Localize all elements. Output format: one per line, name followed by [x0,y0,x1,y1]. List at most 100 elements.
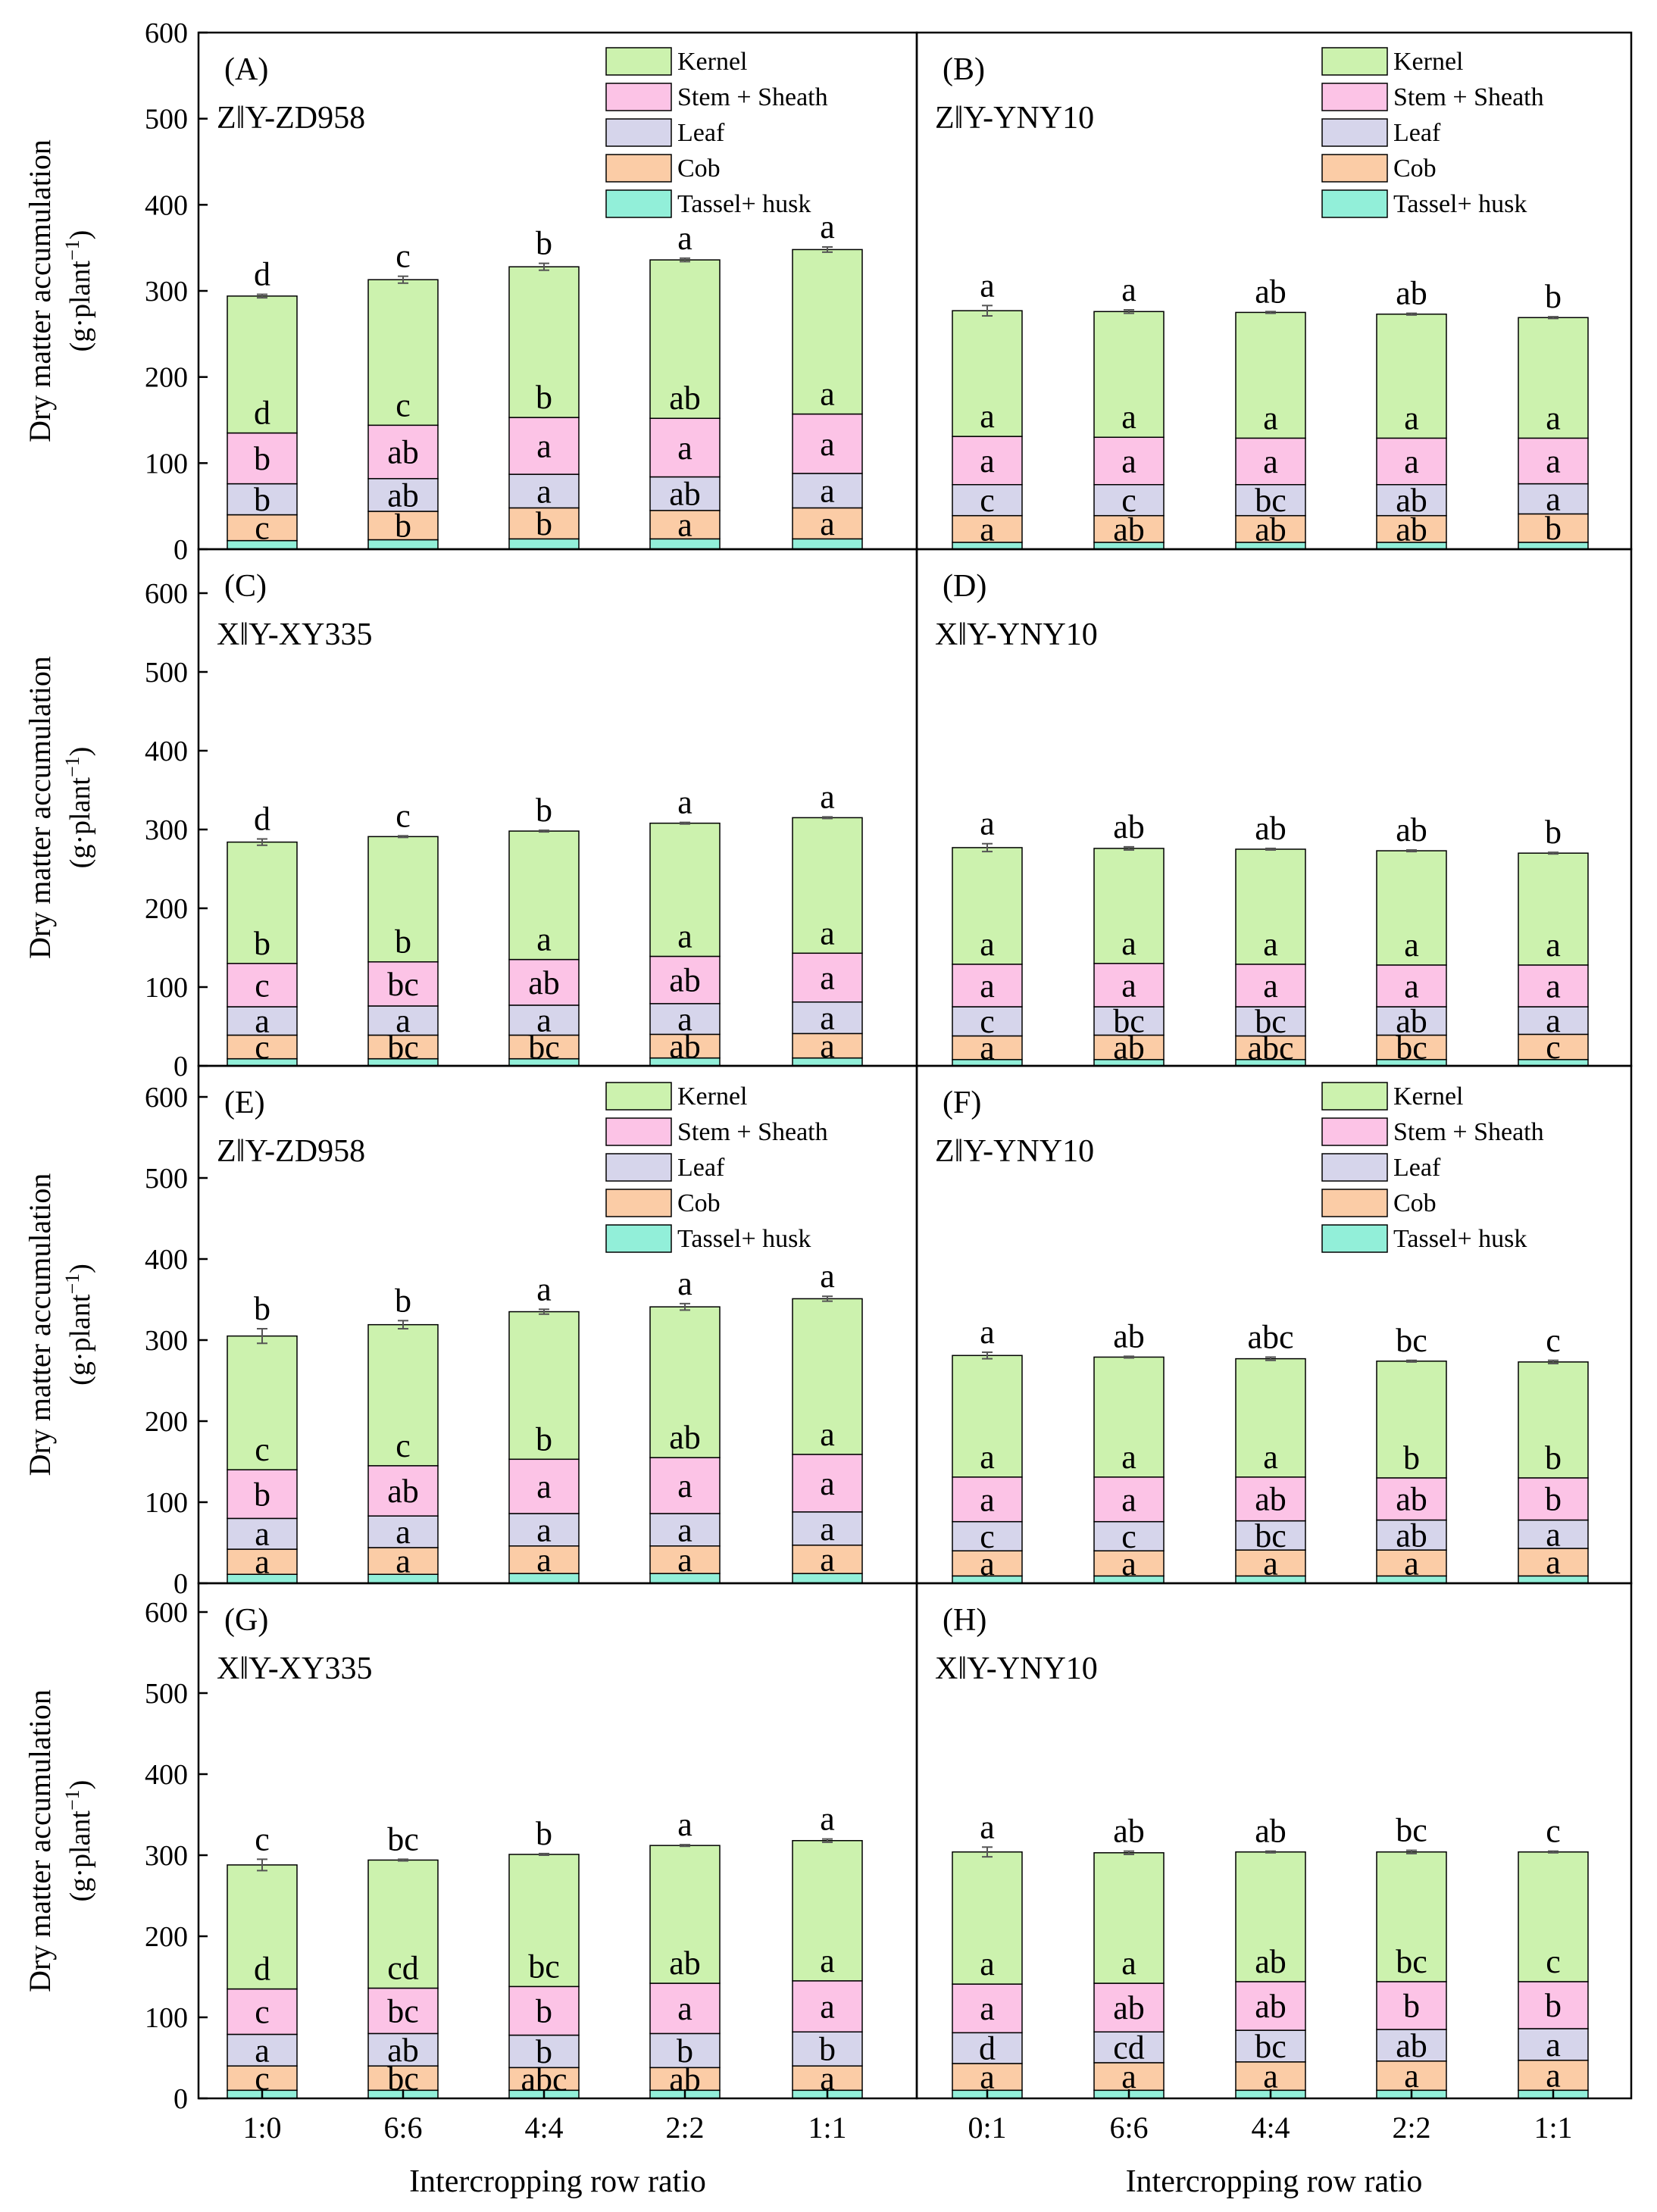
panel-e-legend-swatch-cob [605,1189,672,1217]
panel-g-total-letter: b [536,1815,552,1852]
panel-a-legend-swatch-tassel [605,189,672,218]
panel-b-total-letter: a [980,267,995,304]
panel-f-letter-leaf: ab [1396,1517,1427,1554]
panel-c-bar-leaf [508,1004,580,1036]
panel-e-bar-stem-sheath [367,1465,439,1517]
panel-e-total-letter: a [536,1270,552,1308]
panel-a-letter-kernel: a [820,376,835,413]
panel-e-letter-leaf: a [677,1511,693,1548]
panel-e-letter-stem-sheath: b [254,1476,270,1513]
panel-a-bar-kernel [508,266,580,418]
panel-h-letter-leaf: bc [1255,2028,1287,2065]
panel-e-bar-stem-sheath [227,1469,298,1520]
panel-f-bar-stem-sheath [1376,1477,1447,1521]
panel-a-total-letter: b [536,225,552,262]
panel-e-letter-leaf: a [536,1511,552,1548]
panel-e-legend-swatch-tassel [605,1224,672,1253]
panel-c-letter-stem-sheath: ab [528,964,560,1001]
panel-d-bar-cob [1235,1035,1306,1061]
panel-h-total-letter: ab [1113,1813,1145,1850]
panel-e-total-letter: b [254,1290,270,1327]
panel-b-bar-leaf [952,484,1023,517]
panel-h-letter-stem-sheath: ab [1113,1989,1145,2026]
panel-e-ytick-label: 200 [145,1406,188,1438]
panel-c-bar-leaf [227,1006,298,1036]
panel-e-ytick-label: 500 [145,1163,188,1195]
panel-c-bar-stem-sheath [227,963,298,1008]
panel-d-letter-stem-sheath: a [1263,967,1278,1004]
panel-g-ylabel: Dry matter accumulation [23,1689,57,1992]
panel-b-label: (B) [943,52,985,87]
panel-h-label: (H) [943,1603,986,1638]
panel-f-bar-leaf [952,1520,1023,1551]
panel-c-letter-leaf: a [395,1002,411,1039]
panel-e-bar-stem-sheath [649,1457,721,1514]
panel-c-title: X‖Y-XY335 [217,617,372,652]
panel-c-ytick-label: 300 [145,814,188,846]
panel-e-title: Z‖Y-ZD958 [217,1134,365,1169]
panel-d-bar-leaf [1518,1006,1589,1036]
panel-f-total-letter: c [1546,1322,1561,1359]
panel-a-bar-cob [792,507,863,540]
panel-c-letter-stem-sheath: bc [387,966,419,1003]
panel-e-legend-swatch-stem [605,1117,672,1146]
panel-a-bar-leaf [367,478,439,512]
panel-h-letter-stem-sheath: ab [1255,1988,1287,2025]
panel-a-legend-swatch-stem [605,83,672,111]
panel-e-bar-kernel [792,1298,863,1455]
panel-b-letter-kernel: a [1121,398,1136,436]
panel-a-total-letter: a [820,208,835,245]
panel-d-letter-leaf: bc [1113,1003,1145,1040]
panel-d-letter-kernel: a [1404,926,1419,964]
panel-e-ylabel: Dry matter accumulation [23,1173,57,1476]
panel-g-bar-leaf [792,2031,863,2067]
panel-a-ytick-label: 400 [145,189,188,221]
panel-g-total-letter: a [820,1801,835,1838]
panel-d-letter-leaf: a [1546,1002,1561,1039]
panel-c-letter-cob: ab [669,1028,701,1065]
panel-f-letter-leaf: c [980,1518,995,1555]
ylabel-unit-sup: −1 [61,239,83,261]
panel-c-letter-kernel: b [254,925,270,962]
panel-c-bar-cob [227,1034,298,1060]
panel-e-letter-kernel: c [255,1431,270,1468]
panel-h-letter-leaf: a [1546,2026,1561,2064]
panel-d-letter-kernel: a [1121,925,1136,962]
panel-a-letter-kernel: d [254,395,270,432]
panel-d-letter-kernel: a [980,926,995,963]
panel-e-bar-cob [508,1545,580,1574]
panel-d-bar-cob [952,1035,1023,1061]
panel-h-xtick-label: 1:1 [1534,2110,1572,2145]
panel-g-bar-cob [367,2065,439,2092]
panel-g-total-letter: a [677,1806,693,1843]
panel-b-bar-kernel [1093,311,1165,438]
panel-c-letter-kernel: b [395,923,411,961]
panel-f-letter-leaf: c [1121,1518,1136,1555]
panel-a-total-letter: d [254,256,270,293]
panel-f-letter-stem-sheath: b [1545,1481,1562,1518]
panel-h-bar-leaf [1518,2028,1589,2061]
panel-h-total-letter: a [980,1808,995,1845]
panel-f-bar-kernel [1518,1361,1589,1479]
panel-b-legend-label-leaf: Leaf [1393,119,1441,147]
panel-f-legend-swatch-cob [1321,1189,1388,1217]
panel-c-ytick-label: 600 [145,578,188,610]
panel-a-bar-stem-sheath [792,413,863,474]
panel-a-letter-stem-sheath: a [820,426,835,463]
panel-h-bar-kernel [1518,1851,1589,1982]
panel-a-letter-leaf: ab [669,476,701,513]
panel-b-bar-cob [1518,513,1589,543]
panel-e-letter-kernel: b [536,1420,552,1457]
panel-d-bar-leaf [1376,1006,1447,1036]
panel-h-bar-cob [1093,2062,1165,2092]
panel-b-letter-kernel: a [1263,399,1278,436]
text-layer: 0 100 200 300 400 500 600 Dry matter accumulati… [23,17,1573,2199]
panel-c-letter-stem-sheath: a [820,960,835,997]
panel-b-bar-cob [1235,514,1306,543]
panel-d-letter-stem-sheath: a [1121,967,1136,1004]
panel-b-letter-leaf: a [1546,481,1561,518]
panel-e-bar-leaf [508,1513,580,1547]
panel-c-ylabel: Dry matter accumulation [23,656,57,959]
panel-b-letter-cob: ab [1113,511,1145,548]
panel-c-ylabel-unit: (g·plant−1) [61,747,96,869]
